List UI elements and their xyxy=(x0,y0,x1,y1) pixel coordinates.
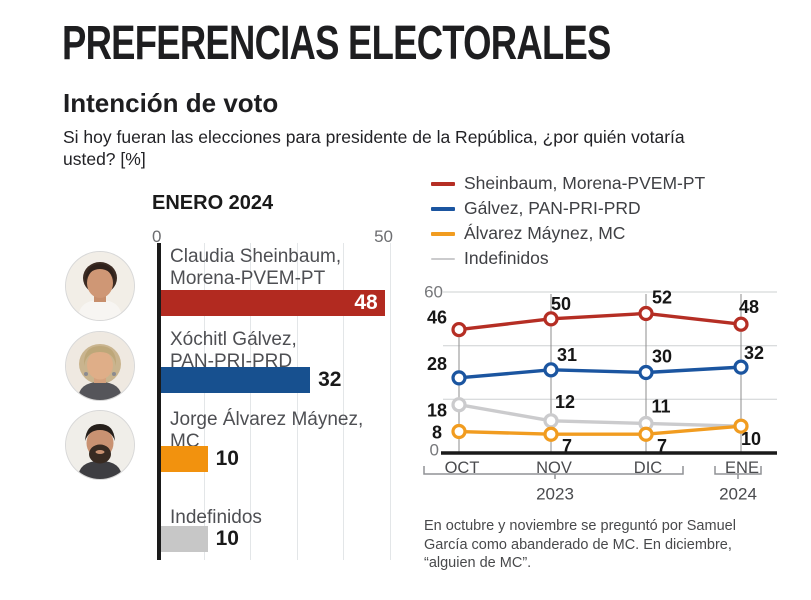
candidate-label-galvez: Xóchitl Gálvez, PAN-PRI-PRD xyxy=(170,329,395,372)
legend-item-maynez: Álvarez Máynez, MC xyxy=(431,221,705,246)
point-value-label: 46 xyxy=(427,308,447,328)
footnote-line: “alguien de MC”. xyxy=(424,555,532,571)
trend-legend: Sheinbaum, Morena-PVEM-PT Gálvez, PAN-PR… xyxy=(431,171,705,271)
legend-item-sheinbaum: Sheinbaum, Morena-PVEM-PT xyxy=(431,171,705,196)
candidate-name: Indefinidos xyxy=(170,507,262,528)
bar-axis-min-label: 0 xyxy=(152,227,162,246)
x-tick-ene: ENE xyxy=(725,459,759,477)
y-axis-min-label: 0 xyxy=(430,441,439,460)
legend-label: Gálvez, PAN-PRI-PRD xyxy=(464,198,641,218)
avatar-xochitl-galvez xyxy=(66,332,134,400)
avatar-xochitl-galvez-illustration xyxy=(66,332,134,400)
legend-dash-icon xyxy=(431,181,455,186)
legend-item-galvez: Gálvez, PAN-PRI-PRD xyxy=(431,196,705,221)
section-subtitle: Intención de voto xyxy=(63,88,279,118)
point-value-label: 52 xyxy=(652,287,672,307)
bar-row-sheinbaum: 48 xyxy=(161,290,385,316)
avatar-jorge-alvarez-maynez-illustration xyxy=(66,411,134,479)
legend-label: Indefinidos xyxy=(464,248,549,268)
y-axis-max-label: 60 xyxy=(424,283,443,302)
legend-label: Álvarez Máynez, MC xyxy=(464,223,626,243)
bar-sheinbaum: 48 xyxy=(161,290,385,316)
legend-item-indefinidos: Indefinidos xyxy=(431,246,705,271)
year-bracket-2024 xyxy=(714,466,762,479)
point-value-label: 12 xyxy=(555,392,575,412)
bar-gridline-50 xyxy=(390,243,391,560)
candidate-party: Morena-PVEM-PT xyxy=(170,267,326,289)
legend-dash-icon xyxy=(431,206,455,211)
legend-dash-icon xyxy=(431,231,455,236)
avatar-jorge-alvarez-maynez xyxy=(66,411,134,479)
bar-gridline-10 xyxy=(203,243,205,560)
bar-row-maynez: 10 xyxy=(161,446,239,472)
bar-gridline-30 xyxy=(296,243,298,560)
avatar-claudia-sheinbaum xyxy=(66,252,134,320)
point-value-label: 50 xyxy=(551,294,571,314)
bar-maynez xyxy=(161,446,208,472)
x-tick-dic: DIC xyxy=(634,459,663,477)
year-bracket-2023 xyxy=(423,466,684,479)
point-value-label: 7 xyxy=(562,436,572,456)
point-value-label: 32 xyxy=(744,343,764,363)
page-title: PREFERENCIAS ELECTORALES xyxy=(62,17,611,70)
candidate-name: Jorge Álvarez Máynez, xyxy=(170,409,364,430)
trend-series-group: 46 50 52 48 28 31 30 32 8 7 7 10 18 12 11 xyxy=(427,287,764,456)
point-value-label: 18 xyxy=(427,401,447,421)
avatar-claudia-sheinbaum-illustration xyxy=(66,252,134,320)
point-value-label: 10 xyxy=(741,429,761,449)
point-value-label: 28 xyxy=(427,354,447,374)
point-value-label: 48 xyxy=(739,297,759,317)
point-value-label: 30 xyxy=(652,347,672,367)
footnote-line: En octubre y noviembre se preguntó por S… xyxy=(424,518,736,534)
point-value-label: 8 xyxy=(432,423,442,443)
survey-question-line1: Si hoy fueran las elecciones para presid… xyxy=(63,127,685,147)
candidate-label-sheinbaum: Claudia Sheinbaum, Morena-PVEM-PT xyxy=(170,246,395,289)
bar-row-galvez: 32 xyxy=(161,367,341,393)
candidate-name: Xóchitl Gálvez, xyxy=(170,329,297,350)
year-label-2024: 2024 xyxy=(719,485,757,504)
point-value-label: 31 xyxy=(557,345,577,365)
bar-value-maynez: 10 xyxy=(215,447,239,470)
bar-axis-max-label: 50 xyxy=(374,227,393,246)
survey-question: Si hoy fueran las elecciones para presid… xyxy=(63,126,685,170)
bar-value-indefinidos: 10 xyxy=(215,527,239,550)
point-value-label: 11 xyxy=(651,396,670,416)
bar-gridline-20 xyxy=(250,243,252,560)
bar-chart-title: ENERO 2024 xyxy=(152,192,274,214)
bar-gridline-40 xyxy=(343,243,345,560)
bar-value-galvez: 32 xyxy=(318,368,342,391)
candidate-party: PAN-PRI-PRD xyxy=(170,350,293,372)
chart-footnote: En octubre y noviembre se preguntó por S… xyxy=(424,517,764,573)
survey-question-line2: usted? [%] xyxy=(63,149,146,169)
bar-value-sheinbaum: 48 xyxy=(354,291,378,314)
candidate-name: Claudia Sheinbaum, xyxy=(170,246,342,267)
legend-dash-icon xyxy=(431,257,455,260)
x-tick-oct: OCT xyxy=(445,459,480,477)
point-value-label: 7 xyxy=(657,436,667,456)
legend-label: Sheinbaum, Morena-PVEM-PT xyxy=(464,173,706,193)
bar-galvez xyxy=(161,367,311,393)
footnote-line: García como abanderado de MC. En diciemb… xyxy=(424,536,732,553)
year-label-2023: 2023 xyxy=(536,485,574,504)
bar-chart-plot: Claudia Sheinbaum, Morena-PVEM-PT 48 Xóc… xyxy=(157,243,394,560)
x-tick-nov: NOV xyxy=(536,459,572,477)
bar-row-indefinidos: 10 xyxy=(161,526,239,552)
bar-indefinidos xyxy=(161,526,208,552)
trend-line-chart: 60 0 46 50 52 48 28 31 30 32 8 7 7 10 18 12 11 OCT NOV… xyxy=(423,283,777,504)
candidate-label-indefinidos: Indefinidos xyxy=(170,507,395,529)
